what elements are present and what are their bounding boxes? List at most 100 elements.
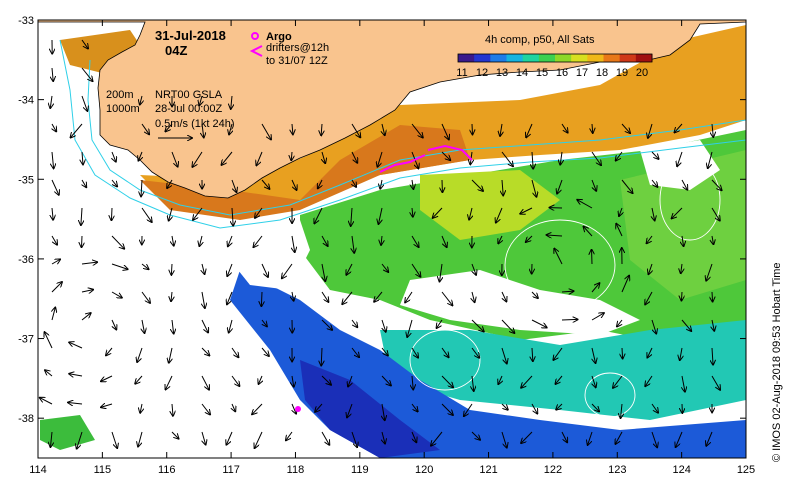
velocity-arrow — [500, 123, 502, 136]
colorbar-label: 14 — [516, 67, 528, 79]
velocity-arrow — [440, 263, 442, 281]
velocity-arrow — [591, 403, 599, 411]
velocity-arrow — [672, 207, 683, 218]
colorbar-title: 4h comp, p50, All Sats — [485, 34, 595, 46]
velocity-arrow — [111, 235, 124, 249]
velocity-arrow — [651, 403, 658, 413]
sst-cyan-south — [380, 320, 746, 420]
velocity-arrow — [472, 263, 476, 275]
velocity-arrow — [140, 95, 142, 104]
velocity-arrow — [382, 319, 386, 332]
velocity-arrow — [351, 123, 360, 137]
velocity-arrow — [201, 319, 208, 332]
velocity-arrow — [681, 179, 687, 190]
velocity-arrow — [52, 123, 56, 131]
imos-credit: © IMOS 02-Aug-2018 09:53 Hobart Time — [771, 263, 783, 462]
x-tick-label: 125 — [737, 464, 755, 476]
colorbar-label: 15 — [536, 67, 548, 79]
x-tick-label: 115 — [94, 464, 112, 476]
velocity-arrow — [531, 291, 538, 298]
velocity-arrow — [471, 319, 484, 331]
velocity-arrow — [411, 235, 419, 247]
velocity-arrow — [531, 403, 537, 414]
velocity-arrow — [381, 347, 388, 355]
velocity-arrow — [382, 123, 385, 135]
x-tick-label: 124 — [672, 464, 690, 476]
velocity-arrow — [321, 375, 331, 385]
colorbar-segment — [474, 54, 491, 62]
velocity-arrow — [111, 179, 117, 186]
velocity-arrow — [437, 319, 443, 328]
velocity-arrow — [45, 370, 53, 377]
velocity-arrow — [229, 319, 232, 332]
velocity-arrow — [81, 313, 91, 321]
velocity-arrow — [411, 263, 420, 277]
colorbar-border — [457, 53, 653, 63]
velocity-arrow — [651, 319, 656, 334]
velocity-arrow — [682, 235, 684, 246]
colorbar-segment — [571, 54, 588, 62]
colorbar-segment — [555, 54, 572, 62]
velocity-arrow — [202, 263, 205, 274]
cloud-gap-central — [400, 270, 640, 335]
velocity-arrow — [412, 207, 413, 217]
colorbar-segment — [538, 54, 556, 62]
velocity-arrow — [619, 207, 622, 216]
velocity-arrow — [201, 375, 209, 390]
velocity-arrow — [712, 319, 714, 331]
velocity-arrow — [222, 151, 233, 165]
velocity-arrow — [286, 431, 293, 440]
velocity-arrow — [711, 179, 722, 190]
velocity-arrow — [112, 151, 116, 162]
velocity-arrow — [171, 291, 172, 301]
velocity-arrow — [521, 431, 533, 443]
sst-darkblue-core — [300, 360, 440, 458]
drifter-legend-icon — [249, 45, 263, 57]
sla-eddy-contour-c — [584, 372, 636, 418]
velocity-arrow — [314, 207, 323, 223]
velocity-arrow — [441, 123, 449, 139]
velocity-arrow — [138, 151, 142, 161]
velocity-arrow — [431, 431, 443, 446]
velocity-arrow — [141, 263, 149, 269]
velocity-arrow — [141, 123, 149, 134]
velocity-arrow — [711, 207, 720, 221]
velocity-arrow — [51, 235, 57, 245]
velocity-arrow — [547, 235, 563, 236]
velocity-arrow — [616, 151, 623, 161]
colorbar-segment — [490, 54, 507, 62]
velocity-arrow — [555, 375, 563, 384]
velocity-arrow — [532, 151, 533, 169]
velocity-arrow — [101, 404, 113, 407]
velocity-arrow — [433, 207, 443, 218]
velocity-arrow — [201, 403, 210, 414]
velocity-arrow — [708, 151, 713, 168]
velocity-arrow — [351, 319, 357, 327]
velocity-arrow — [231, 179, 236, 192]
velocity-arrow — [712, 235, 713, 244]
argo-legend-icon — [251, 32, 259, 40]
velocity-arrow — [498, 235, 502, 243]
velocity-arrow — [166, 375, 173, 389]
velocity-arrow — [615, 431, 623, 444]
velocity-arrow — [501, 403, 508, 410]
colorbar-segment — [458, 54, 475, 62]
velocity-arrow — [171, 431, 179, 439]
velocity-arrow — [172, 235, 174, 246]
velocity-arrow — [380, 179, 382, 189]
velocity-arrow — [111, 207, 112, 220]
velocity-arrow — [377, 151, 383, 167]
velocity-arrow — [165, 123, 173, 131]
x-tick-label: 119 — [351, 464, 369, 476]
velocity-arrow — [321, 123, 322, 135]
velocity-arrow — [557, 179, 563, 194]
sst-colorbar: 11 12 13 14 15 16 17 18 19 20 — [456, 53, 653, 79]
velocity-arrow — [71, 123, 83, 138]
sla-eddy-contour-d — [659, 159, 721, 241]
sla-contours — [409, 159, 721, 418]
velocity-arrow — [680, 347, 682, 360]
velocity-arrow — [261, 291, 262, 306]
velocity-arrow — [112, 319, 116, 329]
velocity-arrow — [648, 123, 653, 138]
velocity-arrow — [441, 347, 449, 357]
